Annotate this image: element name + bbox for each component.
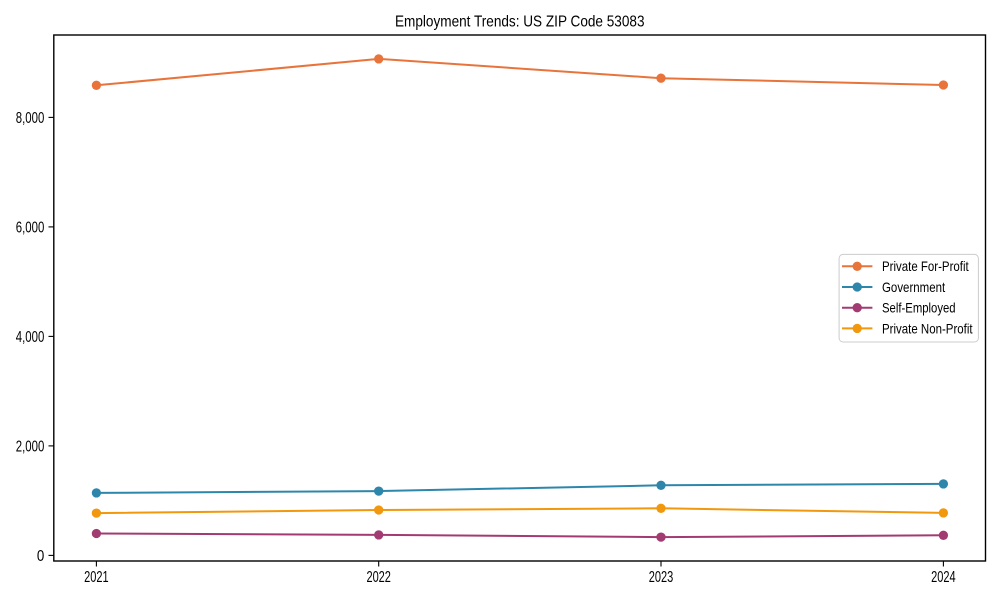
svg-text:Government: Government — [882, 279, 945, 295]
svg-text:Private For-Profit: Private For-Profit — [882, 258, 969, 274]
svg-text:8,000: 8,000 — [16, 110, 45, 127]
svg-text:2022: 2022 — [366, 569, 391, 586]
svg-text:4,000: 4,000 — [16, 329, 45, 346]
svg-text:Private Non-Profit: Private Non-Profit — [882, 320, 973, 336]
svg-text:2024: 2024 — [931, 569, 956, 586]
svg-text:2,000: 2,000 — [16, 439, 45, 456]
svg-text:Self-Employed: Self-Employed — [882, 300, 956, 316]
svg-text:6,000: 6,000 — [16, 220, 45, 237]
svg-text:Employment Trends: US ZIP Code: Employment Trends: US ZIP Code 53083 — [395, 14, 645, 31]
svg-text:2021: 2021 — [84, 569, 109, 586]
svg-text:0: 0 — [37, 548, 44, 565]
svg-text:2023: 2023 — [649, 569, 674, 586]
